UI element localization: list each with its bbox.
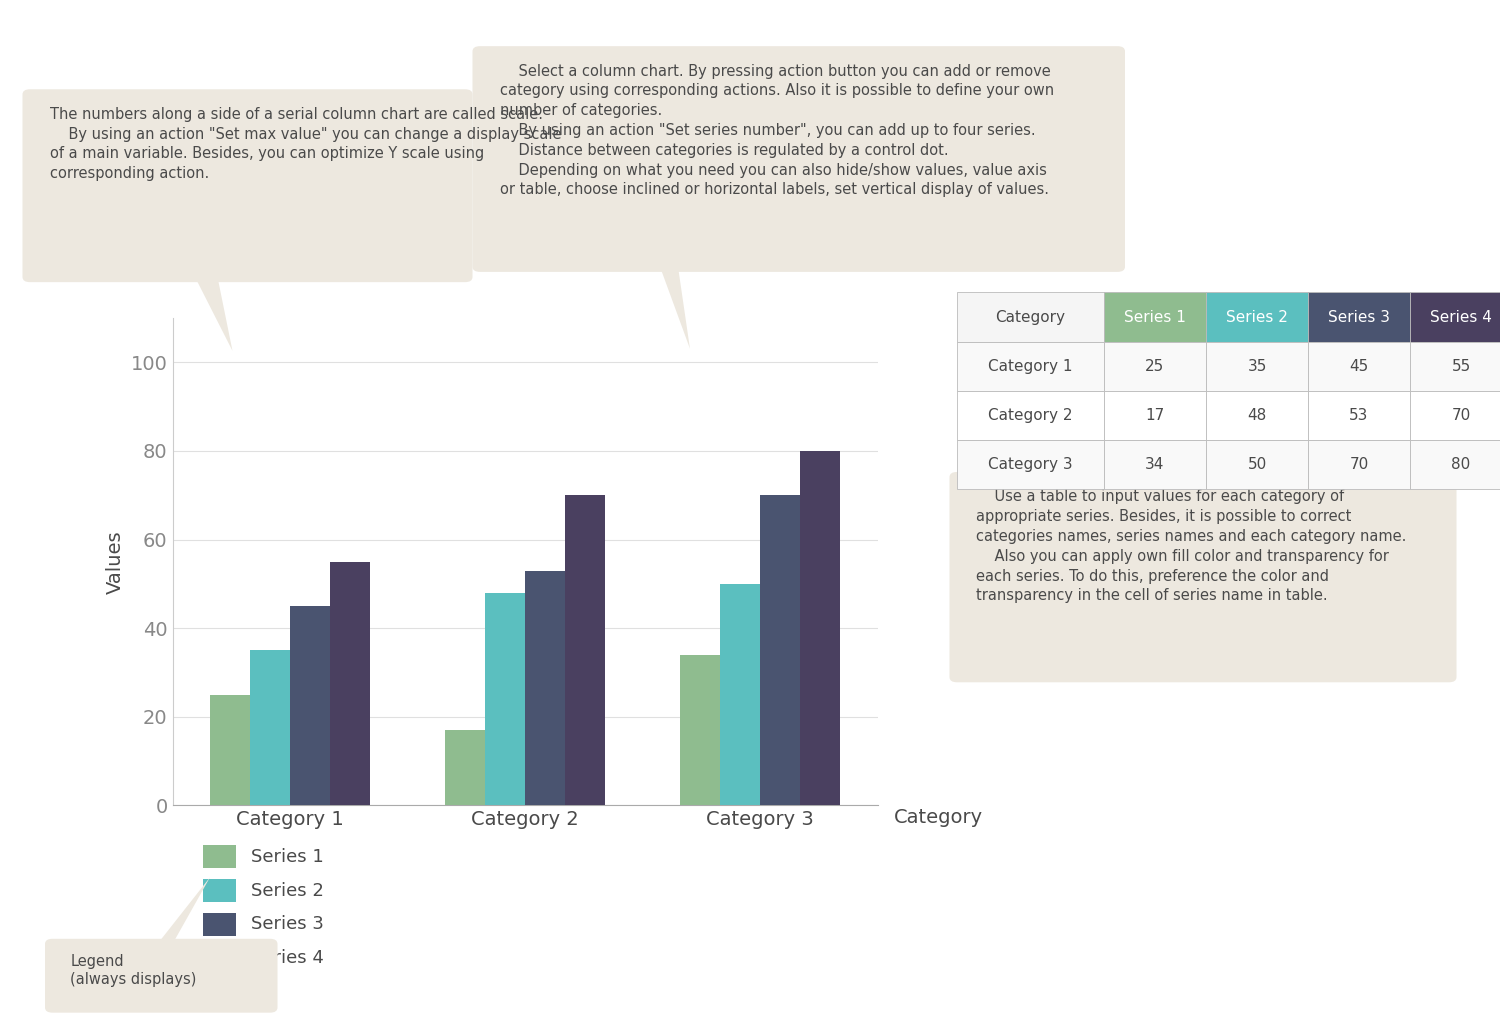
Text: Select a column chart. By pressing action button you can add or remove
category : Select a column chart. By pressing actio…	[500, 64, 1053, 197]
Text: Series 3: Series 3	[251, 915, 324, 934]
Text: Category 2: Category 2	[988, 408, 1072, 423]
Text: 34: 34	[1146, 458, 1164, 472]
Y-axis label: Values: Values	[106, 529, 124, 594]
Text: Category: Category	[996, 310, 1065, 324]
Bar	[484, 593, 525, 805]
Text: 48: 48	[1248, 408, 1266, 423]
Text: 35: 35	[1248, 359, 1266, 373]
Text: 45: 45	[1350, 359, 1368, 373]
Text: Category: Category	[894, 808, 984, 827]
Bar	[251, 650, 290, 805]
Text: 80: 80	[1452, 458, 1470, 472]
Bar	[800, 451, 840, 805]
Text: Series 1: Series 1	[251, 847, 324, 866]
Text: Category 1: Category 1	[988, 359, 1072, 373]
Bar	[680, 655, 720, 805]
Text: Series 1: Series 1	[1124, 310, 1186, 324]
Text: Series 4: Series 4	[251, 949, 324, 968]
Text: Series 2: Series 2	[251, 881, 324, 900]
Bar	[330, 562, 370, 805]
Text: Category 3: Category 3	[988, 458, 1072, 472]
Text: Use a table to input values for each category of
appropriate series. Besides, it: Use a table to input values for each cat…	[976, 489, 1407, 603]
Bar	[210, 695, 251, 805]
Bar	[290, 606, 330, 805]
Text: 50: 50	[1248, 458, 1266, 472]
Bar	[566, 496, 604, 805]
Text: Series 2: Series 2	[1226, 310, 1288, 324]
Text: 70: 70	[1452, 408, 1470, 423]
Text: Series 4: Series 4	[1430, 310, 1492, 324]
Text: 53: 53	[1350, 408, 1368, 423]
Text: 55: 55	[1452, 359, 1470, 373]
Bar	[720, 584, 760, 805]
Text: The numbers along a side of a serial column chart are called scale.
    By using: The numbers along a side of a serial col…	[50, 107, 561, 182]
Text: 25: 25	[1146, 359, 1164, 373]
Text: Legend
(always displays): Legend (always displays)	[70, 954, 196, 987]
Text: 70: 70	[1350, 458, 1368, 472]
Text: 17: 17	[1146, 408, 1164, 423]
Bar	[760, 496, 800, 805]
Bar	[446, 731, 485, 805]
Bar	[525, 570, 566, 805]
Text: Series 3: Series 3	[1328, 310, 1390, 324]
